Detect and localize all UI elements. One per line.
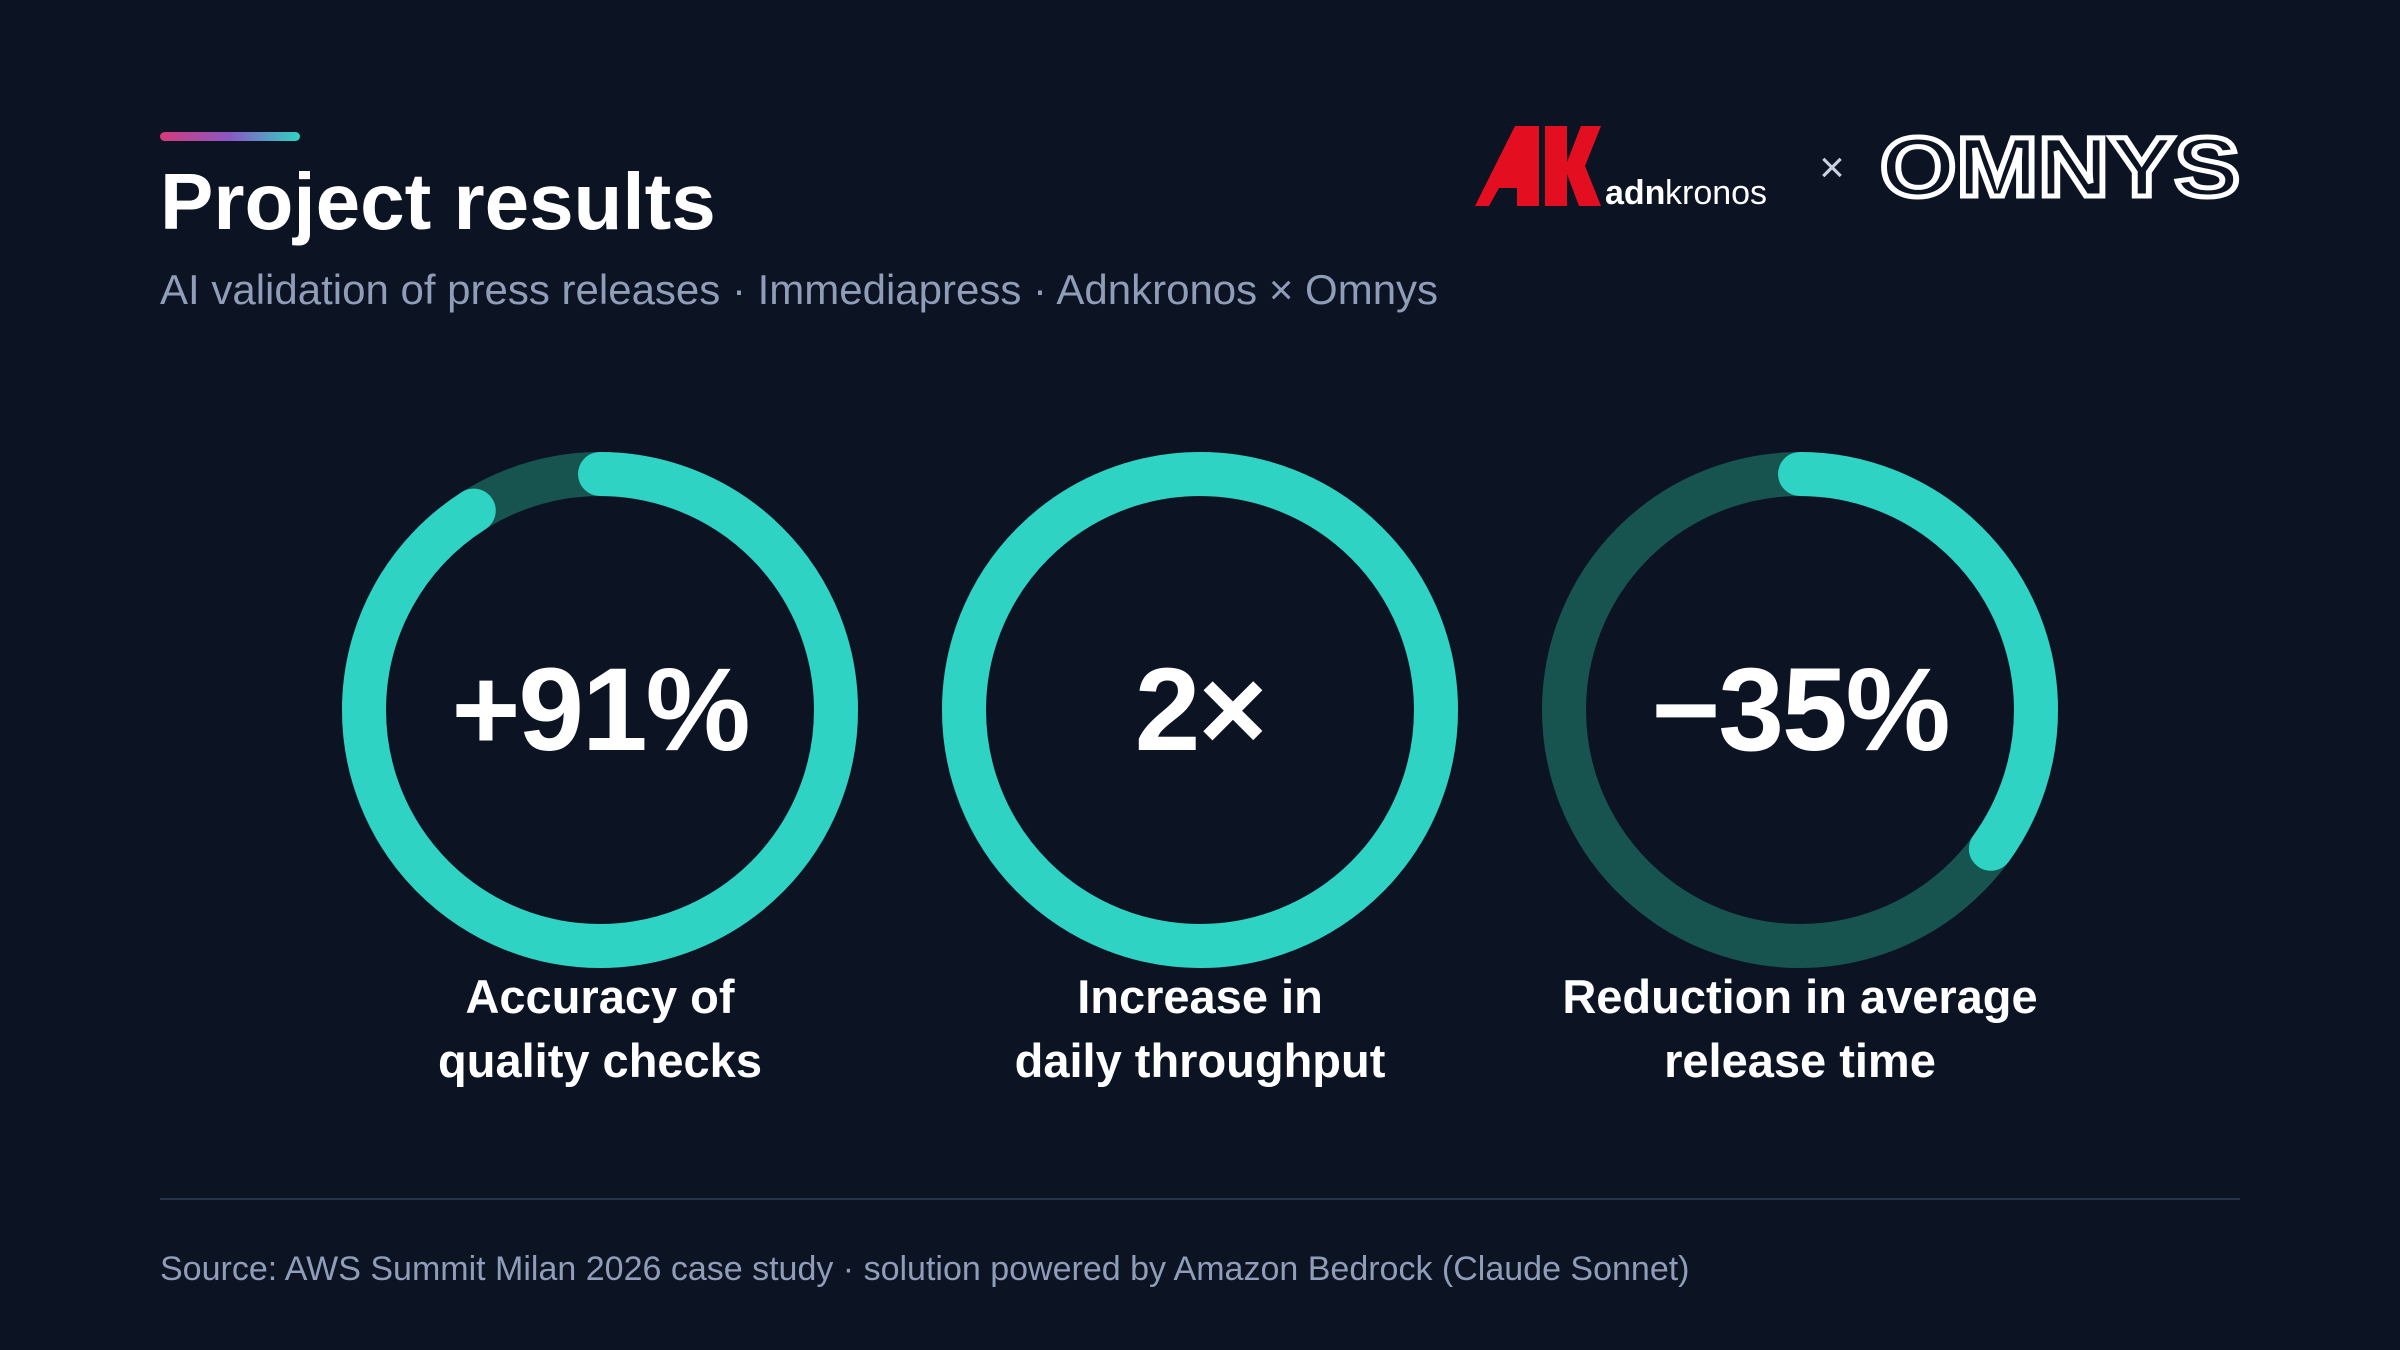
progress-ring-fill bbox=[1542, 452, 2058, 968]
kpi-label: Accuracy of quality checks bbox=[300, 965, 900, 1093]
adnkronos-wordmark-bold: adn bbox=[1605, 174, 1665, 210]
kpi-label-line: Accuracy of bbox=[465, 970, 735, 1023]
progress-ring-fill bbox=[342, 452, 858, 968]
kpi-label-line: Increase in bbox=[1077, 970, 1323, 1023]
progress-ring bbox=[942, 452, 1458, 968]
omnys-wordmark: OMNYS bbox=[1880, 124, 2240, 206]
kpi-value: −35% bbox=[1651, 644, 1950, 776]
page-subtitle: AI validation of press releases · Immedi… bbox=[160, 266, 1439, 313]
kpi-card-release-time: −35% Reduction in average release time bbox=[1500, 450, 2100, 1110]
kpi-label: Reduction in average release time bbox=[1500, 965, 2100, 1093]
progress-ring bbox=[1542, 452, 2058, 968]
kpi-label: Increase in daily throughput bbox=[900, 965, 1500, 1093]
kpi-label-line: quality checks bbox=[438, 1034, 762, 1087]
title-accent-bar bbox=[160, 132, 300, 141]
progress-ring bbox=[342, 452, 858, 968]
kpi-label-line: daily throughput bbox=[1014, 1034, 1386, 1087]
progress-ring-fill bbox=[942, 452, 1458, 968]
kpi-card-throughput: 2× Increase in daily throughput bbox=[900, 450, 1500, 1110]
adnkronos-logo: adn kronos bbox=[1475, 126, 1767, 210]
kpi-card-accuracy: +91% Accuracy of quality checks bbox=[300, 450, 900, 1110]
footer-divider bbox=[160, 1198, 2240, 1200]
logo-separator: × bbox=[1819, 143, 1845, 192]
kpi-value: +91% bbox=[451, 644, 750, 776]
page-title: Project results bbox=[160, 157, 716, 246]
kpi-value: 2× bbox=[1134, 644, 1268, 776]
source-note: Source: AWS Summit Milan 2026 case study… bbox=[160, 1250, 1690, 1288]
adnkronos-wordmark-regular: kronos bbox=[1665, 174, 1767, 210]
omnys-logo: OMNYS bbox=[1878, 124, 2243, 206]
kpi-label-line: Reduction in average bbox=[1562, 970, 2038, 1023]
kpi-label-line: release time bbox=[1664, 1034, 1936, 1087]
